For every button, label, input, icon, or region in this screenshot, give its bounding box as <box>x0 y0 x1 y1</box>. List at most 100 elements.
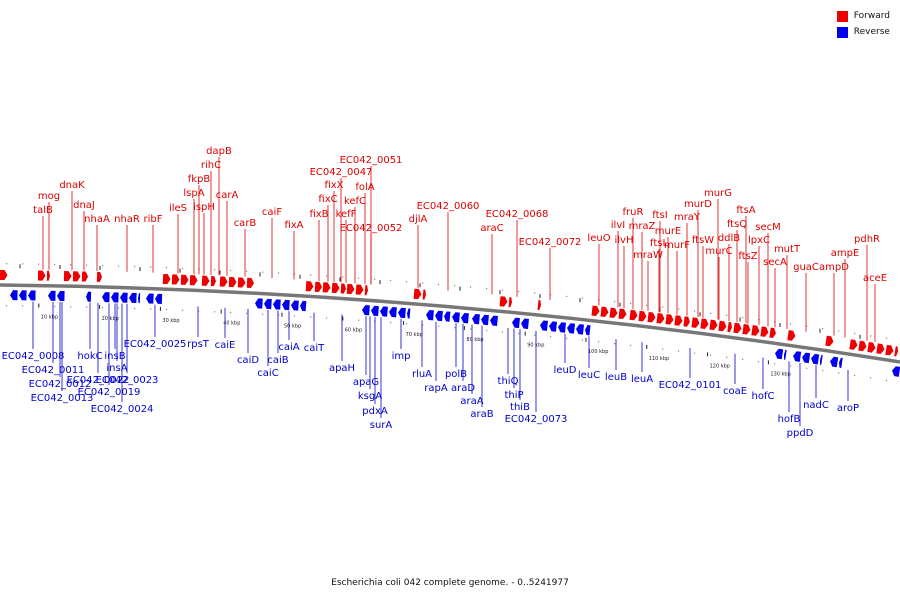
reverse-gene-label-caib: caiB <box>267 355 288 366</box>
reverse-gene-arrow <box>380 306 388 317</box>
ruler-tick-label: 100 kbp <box>588 349 608 355</box>
forward-gene-label-ftsw: ftsW <box>692 235 714 246</box>
forward-gene-arrow <box>665 314 674 325</box>
track-dot <box>790 365 792 367</box>
forward-gene-arrow <box>0 269 8 281</box>
ruler-tick-label: 10 kbp <box>41 315 58 321</box>
forward-gene-arrow <box>305 281 314 292</box>
forward-gene-label-murd: murD <box>684 199 712 210</box>
ruler-tick-label: 70 kbp <box>406 332 423 338</box>
forward-gene-label-ec042-0047: EC042_0047 <box>310 167 373 178</box>
reverse-gene-label-ec042-0022: EC042_0022 <box>67 375 130 386</box>
reverse-gene-arrow <box>371 305 379 317</box>
legend-label-reverse: Reverse <box>853 27 890 37</box>
track-dot <box>278 272 280 274</box>
forward-gene-arrow <box>171 274 180 285</box>
track-dot <box>150 266 152 268</box>
track-dot <box>326 317 328 319</box>
reverse-gene-arrow <box>120 292 128 303</box>
reverse-gene-arrow <box>540 320 548 331</box>
track-dot <box>422 324 424 326</box>
forward-gene-arrow <box>210 276 216 287</box>
track-dot <box>726 356 728 358</box>
forward-gene-arrow <box>72 271 81 282</box>
reverse-gene-arrow <box>362 305 370 316</box>
track-dot <box>502 289 504 291</box>
forward-gene-arrow <box>787 330 796 341</box>
forward-gene-label-mog: mog <box>38 191 60 202</box>
forward-gene-label-nhar: nhaR <box>114 214 140 225</box>
track-dot <box>38 263 40 265</box>
track-dot <box>790 323 792 325</box>
reverse-gene-arrow <box>10 290 18 301</box>
forward-gene-arrow <box>733 322 742 334</box>
forward-gene-label-pdhr: pdhR <box>854 234 880 245</box>
reverse-gene-arrow <box>300 300 307 312</box>
reverse-gene-label-rapa: rapA <box>424 383 448 394</box>
reverse-gene-label-leua: leuA <box>631 374 653 385</box>
forward-gene-arrow <box>499 296 508 307</box>
forward-gene-arrow <box>656 313 665 324</box>
reverse-gene-arrow <box>558 322 566 333</box>
forward-gene-arrow <box>37 270 46 281</box>
forward-gene-arrow <box>331 282 340 294</box>
reverse-gene-label-caid: caiD <box>237 355 259 366</box>
forward-gene-arrow <box>591 305 600 317</box>
forward-gene-arrow <box>769 327 776 339</box>
reverse-gene-arrow <box>784 349 787 360</box>
forward-gene-label-ampd: ampD <box>819 262 849 273</box>
forward-gene-arrow <box>508 297 512 308</box>
reverse-gene-arrow <box>521 318 529 329</box>
track-dot <box>294 273 296 275</box>
track-dot <box>22 305 24 307</box>
reverse-gene-label-ec042-0011: EC042_0011 <box>22 365 85 376</box>
forward-gene-label-arac: araC <box>480 223 503 234</box>
forward-gene-label-acee: aceE <box>863 273 887 284</box>
forward-gene-label-guac: guaC <box>793 262 819 273</box>
forward-gene-label-talb: talB <box>33 205 53 216</box>
reverse-gene-arrow <box>811 353 820 365</box>
reverse-gene-label-ec042-0019: EC042_0019 <box>78 387 141 398</box>
forward-gene-label-frur: fruR <box>623 207 644 218</box>
track-dot <box>694 310 696 312</box>
reverse-gene-arrow <box>802 352 811 364</box>
reverse-gene-label-leuc: leuC <box>578 370 600 381</box>
track-dot <box>230 269 232 272</box>
reverse-gene-arrow <box>282 299 290 311</box>
track-dot <box>758 360 760 363</box>
reverse-gene-arrow <box>452 312 460 323</box>
legend-item-reverse: Reverse <box>836 24 890 40</box>
track-dot <box>438 283 440 285</box>
label-leader-lines <box>32 157 876 426</box>
forward-gene-label-ribf: ribF <box>144 214 163 225</box>
forward-gene-arrow <box>355 284 364 295</box>
reverse-gene-arrow <box>137 293 141 304</box>
reverse-gene-label-arad: araD <box>451 383 475 394</box>
forward-gene-label-fixc: fixC <box>318 194 337 205</box>
forward-gene-arrow <box>413 288 422 300</box>
reverse-gene-arrow <box>461 312 469 324</box>
track-dot <box>486 287 488 290</box>
reverse-gene-arrow <box>255 298 263 309</box>
track-dot <box>246 312 248 314</box>
forward-gene-arrow <box>219 276 228 287</box>
forward-gene-label-cara: carA <box>216 190 239 201</box>
reverse-gene-label-araa: araA <box>460 396 483 407</box>
forward-gene-arrow <box>618 308 627 320</box>
reverse-gene-label-ec042-0073: EC042_0073 <box>505 414 568 425</box>
reverse-gene-label-ec042-0013: EC042_0013 <box>31 393 94 404</box>
reverse-gene-label-arab: araB <box>470 409 493 420</box>
forward-gene-arrow <box>96 271 102 282</box>
track-dot <box>806 367 808 369</box>
forward-gene-arrow <box>180 274 189 285</box>
track-dot <box>438 325 440 327</box>
forward-gene-label-leuo: leuO <box>587 233 610 244</box>
track-dot <box>710 312 712 314</box>
track-dot <box>54 263 56 266</box>
track-dot <box>86 264 88 266</box>
track-dot <box>390 321 392 324</box>
track-dot <box>806 325 808 327</box>
forward-gene-arrow <box>346 283 355 295</box>
forward-gene-label-murf: murF <box>664 240 690 251</box>
reverse-gene-label-apah: apaH <box>329 363 355 374</box>
